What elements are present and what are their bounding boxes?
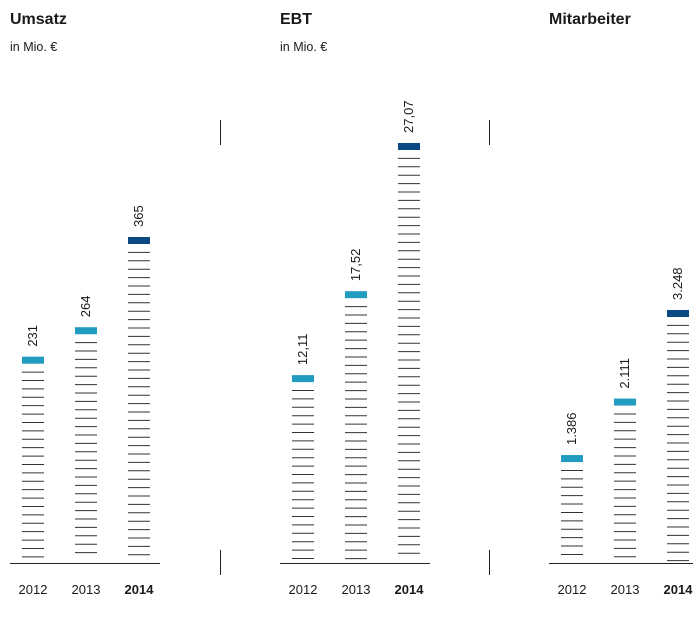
bar [667,310,689,562]
bar-cap [398,143,420,150]
bar-chart: Mitarbeiter 1.386 2012 2.111 2013 3.248 2014 [549,11,693,597]
bar-cap [128,237,150,244]
bar [345,291,367,560]
category-label: 2013 [611,582,640,597]
category-label: 2012 [289,582,318,597]
chart-title: Mitarbeiter [549,11,631,28]
category-label: 2013 [72,582,101,597]
bar [398,143,420,554]
category-label: 2014 [125,582,155,597]
chart-title: Umsatz [10,11,67,28]
bar-cap [614,398,636,406]
value-label: 1.386 [564,412,579,445]
bar-chart: EBT in Mio. € 12,11 2012 17,52 2013 27,07 2014 [280,11,430,597]
chart-subtitle: in Mio. € [10,40,57,54]
bar [75,327,97,554]
category-label: 2013 [342,582,371,597]
value-label: 12,11 [295,334,310,366]
bar [128,237,150,556]
category-label: 2012 [19,582,48,597]
bar [561,455,583,555]
bar-cap [345,291,367,299]
category-label: 2014 [664,582,693,597]
chart-title: EBT [280,11,312,28]
category-label: 2014 [395,582,425,597]
bar-cap [75,327,97,335]
bar-cap [22,356,44,364]
value-label: 365 [131,205,146,227]
bar-chart: Umsatz in Mio. € 231 2012 264 2013 365 2014 [10,11,160,597]
value-label: 17,52 [348,249,363,282]
value-label: 231 [25,325,40,347]
value-label: 27,07 [401,100,416,133]
bar-cap [667,310,689,317]
value-label: 264 [78,296,93,318]
bar [614,398,636,558]
category-label: 2012 [558,582,587,597]
bar [292,375,314,560]
chart-subtitle: in Mio. € [280,40,327,54]
value-label: 2.111 [617,358,632,389]
bar-cap [561,455,583,463]
value-label: 3.248 [670,267,685,300]
bar [22,356,44,558]
bar-cap [292,375,314,383]
